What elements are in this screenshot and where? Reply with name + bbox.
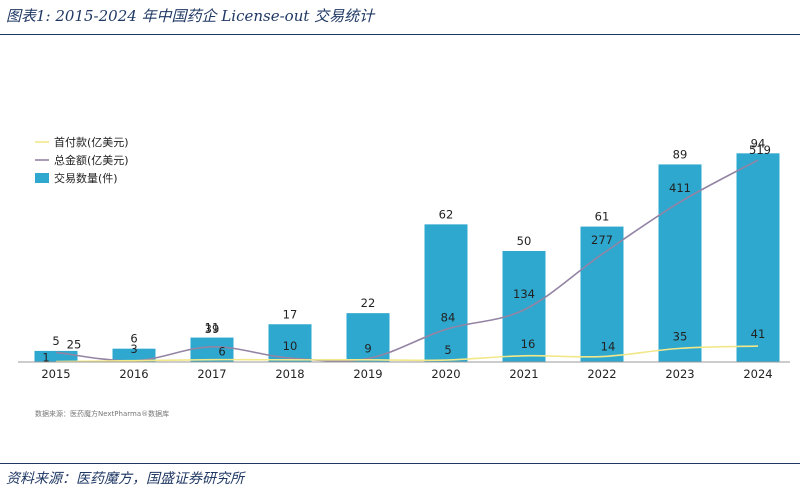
x-tick-label: 2019: [353, 367, 382, 381]
total-amount-label: 84: [441, 310, 456, 324]
upfront-label: 16: [521, 337, 536, 351]
title-divider: [0, 34, 800, 35]
bar-2015: [34, 350, 78, 362]
legend-label: 总金额(亿美元): [54, 153, 129, 167]
bar-2021: [502, 251, 546, 362]
bar-value-label: 5: [52, 334, 59, 348]
total-amount-label: 277: [591, 233, 613, 247]
legend-label: 交易数量(件): [54, 171, 118, 185]
bar-2024: [736, 153, 780, 362]
bar-value-label: 22: [361, 296, 376, 310]
x-tick-label: 2021: [509, 367, 538, 381]
legend-swatch: [35, 173, 49, 183]
bar-value-label: 61: [595, 210, 610, 224]
bar-2020: [424, 224, 468, 362]
legend: 首付款(亿美元) 总金额(亿美元) 交易数量(件): [35, 135, 129, 185]
footer-divider: [0, 463, 800, 464]
x-tick-label: 2018: [275, 367, 304, 381]
bar-2022: [580, 226, 624, 362]
upfront-label: 6: [218, 345, 225, 359]
bar-value-label: 62: [439, 207, 454, 221]
total-amount-label: 3: [130, 342, 137, 356]
upfront-label: 5: [444, 343, 451, 357]
x-tick-label: 2016: [119, 367, 148, 381]
total-amount-label: 9: [364, 341, 371, 355]
bar-2016: [112, 348, 156, 362]
bar-value-label: 11: [205, 321, 220, 335]
upfront-label: 1: [42, 351, 49, 365]
total-amount-label: 10: [283, 339, 298, 353]
bar-value-label: 89: [673, 147, 688, 161]
bar-value-label: 50: [517, 234, 532, 248]
bar-value-label: 94: [751, 136, 766, 150]
inner-source-note: 数据来源：医药魔方NextPharma®数据库: [35, 409, 169, 418]
x-tick-label: 2017: [197, 367, 226, 381]
figure-title: 图表1: 2015-2024 年中国药企 License-out 交易统计: [6, 7, 375, 25]
source-footer: 资料来源：医药魔方，国盛证券研究所: [6, 471, 244, 487]
x-tick-label: 2024: [743, 367, 772, 381]
total-amount-label: 519: [749, 143, 771, 157]
upfront-label: 41: [751, 327, 766, 341]
line-upfront: [55, 345, 759, 363]
bar-2023: [658, 164, 702, 362]
legend-label: 首付款(亿美元): [54, 135, 129, 149]
bar-value-label: 17: [283, 307, 298, 321]
bar-2017: [190, 337, 234, 362]
upfront-label: 35: [673, 329, 688, 343]
total-amount-label: 411: [669, 181, 691, 195]
total-amount-label: 134: [513, 287, 535, 301]
x-tick-label: 2020: [431, 367, 460, 381]
total-amount-label: 39: [205, 322, 220, 336]
upfront-label: 14: [601, 340, 616, 354]
bar-value-label: 6: [130, 332, 137, 346]
x-tick-label: 2023: [665, 367, 694, 381]
total-amount-label: 25: [67, 337, 82, 351]
x-tick-label: 2022: [587, 367, 616, 381]
line-total-amount: [55, 159, 759, 362]
x-tick-label: 2015: [41, 367, 70, 381]
